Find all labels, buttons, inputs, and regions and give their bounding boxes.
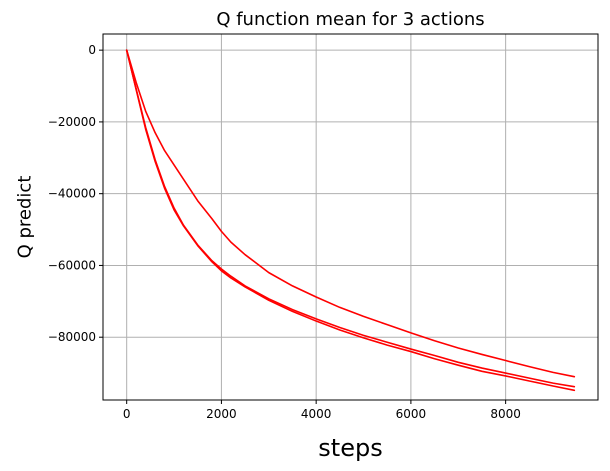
series-line-1 (125, 49, 576, 378)
grid-layer (103, 34, 598, 400)
tick-layer: 0 2000 4000 6000 8000 0 −20000 −40000 −60000 −800… (48, 43, 521, 421)
x-axis-label: steps (318, 434, 382, 462)
plot-frame (102, 33, 599, 401)
series-line-2 (125, 49, 576, 392)
series-layer (125, 49, 576, 392)
x-tick-label: 0 (123, 407, 131, 421)
chart-title: Q function mean for 3 actions (216, 9, 484, 30)
x-tick-label: 4000 (301, 407, 332, 421)
x-tick-label: 2000 (206, 407, 237, 421)
series-line-3 (125, 49, 576, 388)
y-tick-label: −80000 (48, 330, 96, 344)
y-tick-label: −20000 (48, 115, 96, 129)
y-tick-label: 0 (88, 43, 96, 57)
x-tick-label: 8000 (490, 407, 521, 421)
y-tick-label: −40000 (48, 187, 96, 201)
x-tick-label: 6000 (396, 407, 427, 421)
y-tick-label: −60000 (48, 258, 96, 272)
y-axis-label: Q predict (14, 176, 35, 259)
